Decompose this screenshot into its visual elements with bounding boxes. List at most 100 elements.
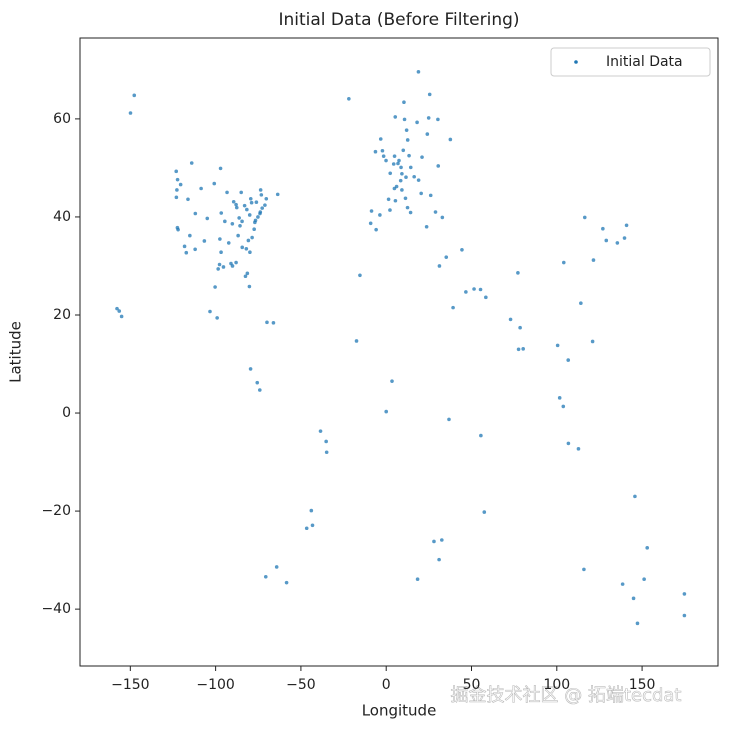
- point: [176, 227, 180, 232]
- chart-title: Initial Data (Before Filtering): [278, 10, 519, 30]
- point: [239, 190, 244, 195]
- point: [448, 137, 453, 142]
- point: [318, 429, 323, 433]
- point: [384, 409, 389, 414]
- point: [386, 197, 391, 202]
- point: [229, 261, 233, 266]
- point: [402, 117, 407, 122]
- point: [516, 347, 521, 352]
- point: [219, 250, 223, 255]
- point: [436, 164, 441, 168]
- point: [591, 258, 596, 262]
- point: [174, 169, 179, 174]
- point: [247, 213, 252, 217]
- point: [405, 205, 410, 210]
- point: [428, 193, 433, 198]
- point: [245, 271, 250, 276]
- point: [380, 148, 385, 153]
- point: [604, 238, 609, 243]
- point: [249, 200, 254, 205]
- legend-label: Initial Data: [606, 54, 683, 70]
- x-axis-label: Longitude: [362, 702, 437, 720]
- point: [248, 250, 252, 255]
- point: [324, 450, 329, 455]
- point: [188, 233, 192, 238]
- point: [440, 215, 445, 220]
- point: [682, 613, 687, 618]
- point: [128, 111, 133, 115]
- point: [309, 508, 314, 513]
- point: [401, 148, 406, 153]
- point: [358, 273, 362, 278]
- point: [259, 193, 264, 197]
- x-tick-label: 100: [543, 677, 570, 693]
- point: [223, 219, 227, 224]
- point: [582, 215, 587, 220]
- point: [199, 186, 203, 191]
- point: [388, 171, 393, 176]
- point: [186, 197, 190, 202]
- point: [392, 154, 397, 158]
- x-tick-label: −100: [196, 677, 234, 693]
- point: [240, 245, 245, 250]
- point: [645, 546, 650, 550]
- point: [245, 207, 249, 212]
- point: [398, 178, 403, 183]
- point: [182, 244, 187, 249]
- point: [391, 162, 396, 166]
- point: [253, 218, 258, 223]
- point: [388, 208, 392, 212]
- point: [400, 188, 404, 192]
- legend-box: [550, 47, 711, 77]
- point: [218, 237, 222, 241]
- point: [424, 224, 429, 229]
- point: [237, 216, 241, 220]
- plot-frame: [79, 37, 719, 667]
- point: [378, 137, 383, 141]
- point: [234, 260, 238, 265]
- point: [193, 211, 198, 216]
- point: [247, 284, 252, 289]
- point: [244, 247, 249, 251]
- point: [381, 154, 386, 158]
- point: [682, 592, 687, 596]
- point: [404, 128, 409, 132]
- point: [304, 526, 309, 531]
- point: [378, 213, 382, 217]
- point: [521, 347, 525, 351]
- legend-marker: [574, 60, 578, 64]
- point: [117, 309, 122, 313]
- point: [447, 417, 451, 422]
- point: [202, 239, 207, 243]
- point: [566, 358, 571, 362]
- point: [403, 196, 408, 201]
- point: [238, 223, 242, 228]
- point: [420, 155, 424, 159]
- point: [231, 199, 236, 204]
- x-tick-label: 0: [382, 677, 391, 693]
- point: [178, 182, 183, 187]
- point: [478, 287, 483, 292]
- point: [516, 271, 520, 275]
- point: [635, 621, 640, 626]
- point: [258, 210, 263, 214]
- point: [213, 285, 217, 289]
- point: [256, 215, 260, 219]
- point: [451, 305, 455, 310]
- point: [396, 161, 400, 166]
- point: [479, 433, 483, 438]
- point: [408, 165, 413, 170]
- point: [555, 343, 560, 348]
- point: [508, 317, 513, 322]
- y-tick-label: −40: [41, 601, 71, 617]
- point: [620, 582, 625, 586]
- point: [205, 216, 210, 221]
- point: [189, 161, 194, 165]
- point: [254, 200, 259, 205]
- point: [258, 388, 262, 392]
- point: [271, 321, 276, 325]
- point: [230, 222, 235, 226]
- point: [208, 309, 212, 314]
- point: [440, 538, 444, 542]
- point: [566, 441, 571, 446]
